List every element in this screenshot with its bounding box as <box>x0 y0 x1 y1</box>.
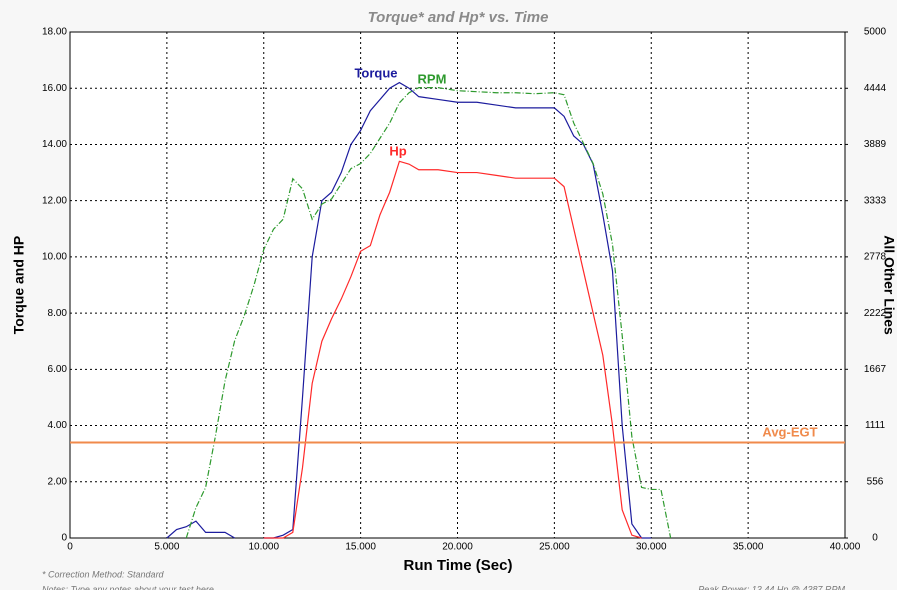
y-tick-label: 18.00 <box>42 27 67 38</box>
y2-tick-label: 0 <box>872 533 878 544</box>
y2-tick-label: 556 <box>867 476 884 487</box>
y2-axis-label: All Other Lines <box>881 235 897 335</box>
x-tick-label: 15.000 <box>345 542 376 553</box>
y-tick-label: 8.00 <box>48 308 68 319</box>
series-line <box>166 81 652 539</box>
y-tick-label: 14.00 <box>42 139 67 150</box>
series-label: RPM <box>418 71 447 86</box>
y-tick-label: 6.00 <box>48 364 68 375</box>
x-tick-label: 10.000 <box>248 542 279 553</box>
x-axis-label: Run Time (Sec) <box>404 557 513 574</box>
series-label: Hp <box>389 143 406 158</box>
series-line <box>263 160 642 539</box>
x-tick-label: 25.000 <box>539 542 570 553</box>
x-tick-label: 20.000 <box>442 542 473 553</box>
y-tick-label: 4.00 <box>48 420 68 431</box>
y-tick-label: 16.00 <box>42 83 67 94</box>
x-tick-label: 0 <box>67 542 73 553</box>
footnote: * Correction Method: Standard <box>42 569 165 579</box>
series-label: Avg-EGT <box>762 424 817 439</box>
chart-title: Torque* and Hp* vs. Time <box>368 9 549 26</box>
series-line <box>185 87 672 539</box>
x-tick-label: 30.000 <box>636 542 667 553</box>
y2-tick-label: 3889 <box>864 139 887 150</box>
x-tick-label: 35.000 <box>733 542 764 553</box>
series-label: Torque <box>354 65 397 80</box>
y-tick-label: 0 <box>61 533 67 544</box>
y-tick-label: 2.00 <box>48 476 68 487</box>
x-tick-label: 40.000 <box>830 542 861 553</box>
y-tick-label: 10.00 <box>42 252 67 263</box>
y2-tick-label: 4444 <box>864 83 887 94</box>
y2-tick-label: 2778 <box>864 252 887 263</box>
y-tick-label: 12.00 <box>42 195 67 206</box>
x-tick-label: 5.000 <box>154 542 179 553</box>
y2-tick-label: 5000 <box>864 27 887 38</box>
footnote: Peak Power: 13.44 Hp @ 4387 RPM <box>698 584 845 590</box>
y2-tick-label: 1111 <box>865 420 885 431</box>
footnote: Notes: Type any notes about your test he… <box>42 584 214 590</box>
y2-tick-label: 2222 <box>864 308 887 319</box>
y2-tick-label: 1667 <box>864 364 887 375</box>
y2-tick-label: 3333 <box>864 195 887 206</box>
y-axis-label: Torque and HP <box>11 236 27 335</box>
